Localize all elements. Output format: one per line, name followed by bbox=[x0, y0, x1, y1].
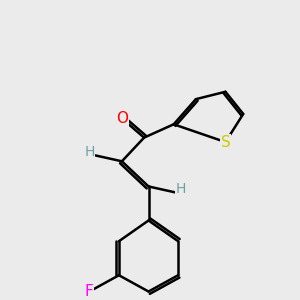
Text: S: S bbox=[220, 135, 230, 150]
Text: F: F bbox=[85, 284, 94, 299]
Text: H: H bbox=[84, 146, 94, 159]
Text: H: H bbox=[176, 182, 186, 197]
Text: O: O bbox=[116, 111, 128, 126]
